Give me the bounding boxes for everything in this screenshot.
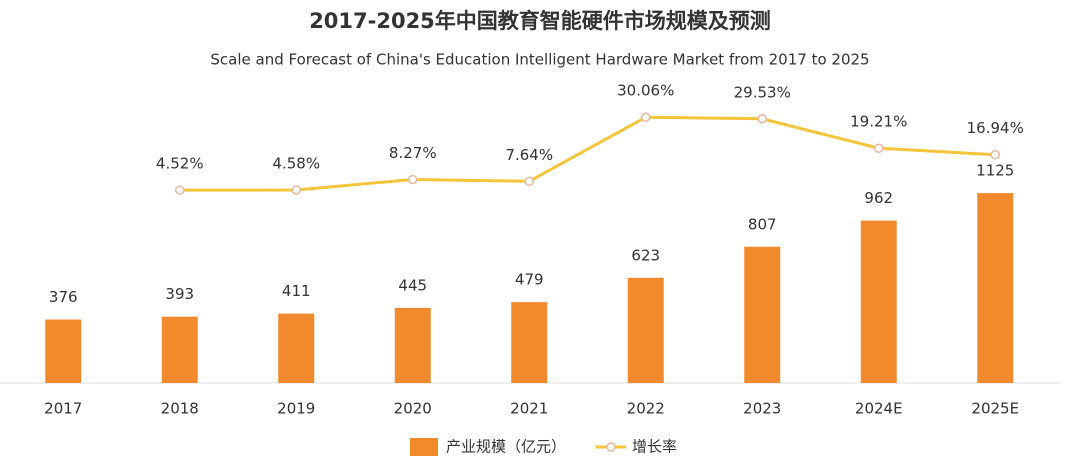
data-label: 7.64% bbox=[505, 146, 553, 164]
line-point bbox=[641, 112, 651, 122]
data-label: 411 bbox=[282, 282, 311, 300]
data-label: 4.52% bbox=[156, 155, 204, 173]
bar bbox=[45, 319, 82, 383]
bar bbox=[394, 307, 431, 383]
x-tick-label: 2025E bbox=[971, 400, 1019, 418]
data-label: 962 bbox=[864, 189, 893, 207]
bar bbox=[977, 193, 1014, 383]
data-label: 479 bbox=[515, 271, 544, 289]
x-tick-label: 2022 bbox=[627, 400, 665, 418]
legend-swatch bbox=[606, 442, 616, 452]
line-point bbox=[408, 174, 418, 185]
x-tick-label: 2020 bbox=[394, 400, 432, 418]
chart-title: 2017-2025年中国教育智能硬件市场规模及预测 bbox=[309, 9, 771, 33]
x-tick-label: 2023 bbox=[743, 400, 781, 418]
line-point bbox=[524, 176, 534, 187]
data-label: 29.53% bbox=[734, 83, 791, 101]
bar bbox=[161, 316, 198, 383]
bar bbox=[627, 277, 664, 383]
line-point bbox=[291, 185, 301, 195]
x-tick-label: 2018 bbox=[161, 400, 199, 418]
x-tick-label: 2019 bbox=[277, 400, 315, 418]
line-point bbox=[874, 143, 884, 153]
x-tick-label: 2024E bbox=[855, 400, 903, 418]
bar bbox=[511, 302, 548, 383]
legend-label: 增长率 bbox=[632, 438, 677, 456]
line bbox=[179, 115, 996, 192]
data-label: 393 bbox=[165, 285, 194, 303]
bar bbox=[278, 313, 315, 383]
bar bbox=[860, 220, 897, 383]
data-label: 376 bbox=[49, 288, 78, 306]
data-label: 623 bbox=[631, 246, 660, 264]
data-label: 1125 bbox=[976, 162, 1014, 180]
x-tick-label: 2017 bbox=[44, 400, 82, 418]
data-label: 445 bbox=[398, 276, 427, 294]
data-label: 8.27% bbox=[389, 144, 437, 162]
line-point bbox=[757, 114, 767, 124]
x-tick-label: 2021 bbox=[510, 400, 548, 418]
data-label: 19.21% bbox=[850, 113, 907, 131]
bar bbox=[744, 246, 781, 383]
line-point bbox=[990, 149, 1000, 160]
chart-subtitle: Scale and Forecast of China's Education … bbox=[210, 51, 869, 69]
data-label: 807 bbox=[748, 215, 777, 233]
legend-swatch bbox=[410, 438, 438, 456]
legend-label: 产业规模（亿元） bbox=[446, 438, 566, 456]
data-label: 30.06% bbox=[617, 82, 674, 100]
data-label: 4.58% bbox=[272, 155, 320, 173]
data-label: 16.94% bbox=[967, 119, 1024, 137]
line-point bbox=[175, 185, 185, 195]
